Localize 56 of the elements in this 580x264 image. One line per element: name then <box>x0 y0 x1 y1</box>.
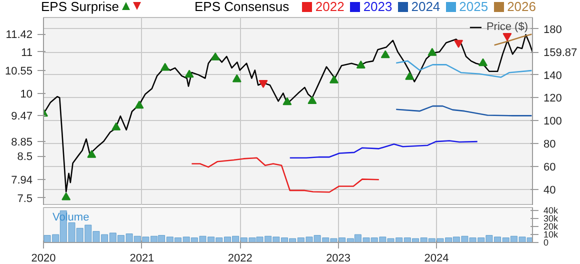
y2-tick-label: 100 <box>544 116 562 128</box>
y-tick-label: 8.85 <box>11 136 33 149</box>
x-tick-label: 2023 <box>326 252 351 264</box>
line-series <box>395 105 532 116</box>
y-tick-label: 7.5 <box>17 192 33 205</box>
point <box>112 122 121 130</box>
y2-tick-label: 40 <box>544 184 556 196</box>
legend-label: 2026 <box>507 0 536 14</box>
y-tick-label: 0 <box>544 238 549 248</box>
y2-tick-label: 60 <box>544 162 556 174</box>
point <box>478 58 488 66</box>
legend-title: EPS Consensus <box>194 0 290 14</box>
point <box>210 52 220 60</box>
x-tick-label: 2021 <box>130 252 154 264</box>
y2-tick-label: 180 <box>544 24 562 36</box>
legend-label: Price ($) <box>486 21 528 33</box>
point <box>134 100 144 109</box>
point <box>87 150 96 158</box>
x-tick-label: 2024 <box>424 252 449 264</box>
y-tick-label: 11.42 <box>6 29 33 42</box>
legend-label: 2024 <box>411 0 440 14</box>
x-tick-label: 2020 <box>31 252 56 264</box>
y-tick-label: 9.47 <box>11 110 33 123</box>
y2-tick-label: 140 <box>544 70 562 82</box>
legend-label: 2025 <box>459 0 488 14</box>
point <box>62 192 71 200</box>
y-tick-label: 10 <box>20 88 33 101</box>
line-series <box>494 34 532 46</box>
y-tick-label: 40k <box>544 206 559 216</box>
point <box>428 48 437 56</box>
y-tick-label: 10k <box>544 230 559 240</box>
y-tick-label: 11 <box>21 46 33 59</box>
y-tick-label: 8.5 <box>17 151 33 164</box>
y-tick-label: 7.94 <box>11 174 33 187</box>
legend-label: 2023 <box>363 0 392 14</box>
chart-title: EPS Surprise <box>41 0 120 14</box>
point <box>282 97 292 106</box>
x-tick-label: 2022 <box>228 252 252 264</box>
line-series <box>289 140 478 159</box>
point <box>232 74 242 82</box>
point <box>160 62 170 71</box>
y2-tick-label: 120 <box>544 92 562 105</box>
y-tick-label: 20k <box>544 222 559 232</box>
y-tick-label: 10.55 <box>4 66 33 78</box>
line-series <box>191 157 380 193</box>
y-tick-label: 30k <box>544 214 559 224</box>
legend-label: 2022 <box>315 0 344 14</box>
point <box>329 75 338 84</box>
point <box>380 50 390 58</box>
y2-tick-label: 80 <box>544 138 556 151</box>
point <box>308 96 317 104</box>
point <box>184 70 194 78</box>
point <box>356 60 366 68</box>
point <box>405 72 414 80</box>
y2-tick-label: 159.87 <box>544 47 578 60</box>
line-series <box>395 60 532 78</box>
